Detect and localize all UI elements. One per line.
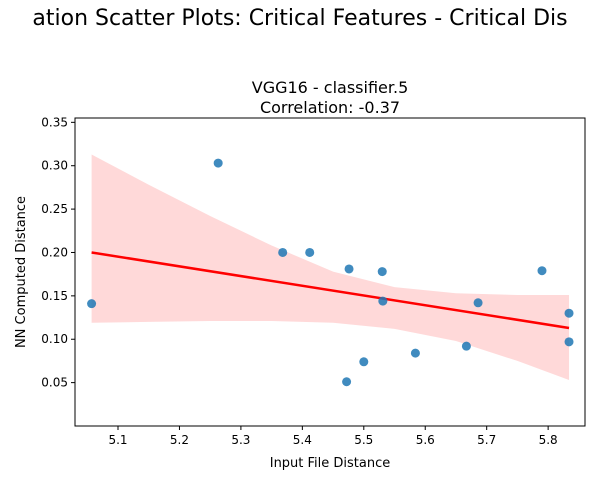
y-tick-label: 0.05 (41, 376, 68, 390)
axes-subtitle-correlation: Correlation: -0.37 (259, 98, 401, 117)
plot-area-frame (74, 117, 586, 427)
scatter-point (305, 247, 315, 257)
y-axis-label: NN Computed Distance (14, 196, 29, 348)
x-tick-label: 5.6 (416, 433, 435, 447)
scatter-point (344, 264, 354, 274)
scatter-point (564, 337, 574, 347)
scatter-point (87, 299, 97, 309)
x-tick-label: 5.3 (231, 433, 250, 447)
y-tick-label: 0.10 (41, 332, 68, 346)
scatter-point (377, 267, 387, 277)
scatter-point (461, 341, 471, 351)
scatter-point (359, 357, 369, 367)
y-tick-label: 0.25 (41, 202, 68, 216)
scatter-point (378, 296, 388, 306)
x-tick-label: 5.2 (170, 433, 189, 447)
scatter-point (410, 348, 420, 358)
y-tick-label: 0.20 (41, 245, 68, 259)
y-tick-label: 0.15 (41, 289, 68, 303)
scatter-point (278, 247, 288, 257)
x-tick-label: 5.4 (293, 433, 312, 447)
axes-title: VGG16 - classifier.5 (251, 78, 409, 97)
x-tick-label: 5.5 (354, 433, 373, 447)
scatter-point (473, 298, 483, 308)
scatter-point (342, 377, 352, 387)
confidence-band (91, 154, 570, 381)
x-tick-label: 5.1 (108, 433, 127, 447)
y-tick-label: 0.35 (41, 115, 68, 129)
figure-suptitle: ation Scatter Plots: Critical Features -… (32, 6, 568, 31)
x-tick-label: 5.7 (477, 433, 496, 447)
x-axis-label: Input File Distance (270, 456, 391, 471)
scatter-point (213, 158, 223, 168)
regression-line (91, 251, 570, 330)
scatter-point (537, 266, 547, 276)
x-tick-label: 5.8 (539, 433, 558, 447)
y-tick-label: 0.30 (41, 159, 68, 173)
scatter-point (564, 308, 574, 318)
